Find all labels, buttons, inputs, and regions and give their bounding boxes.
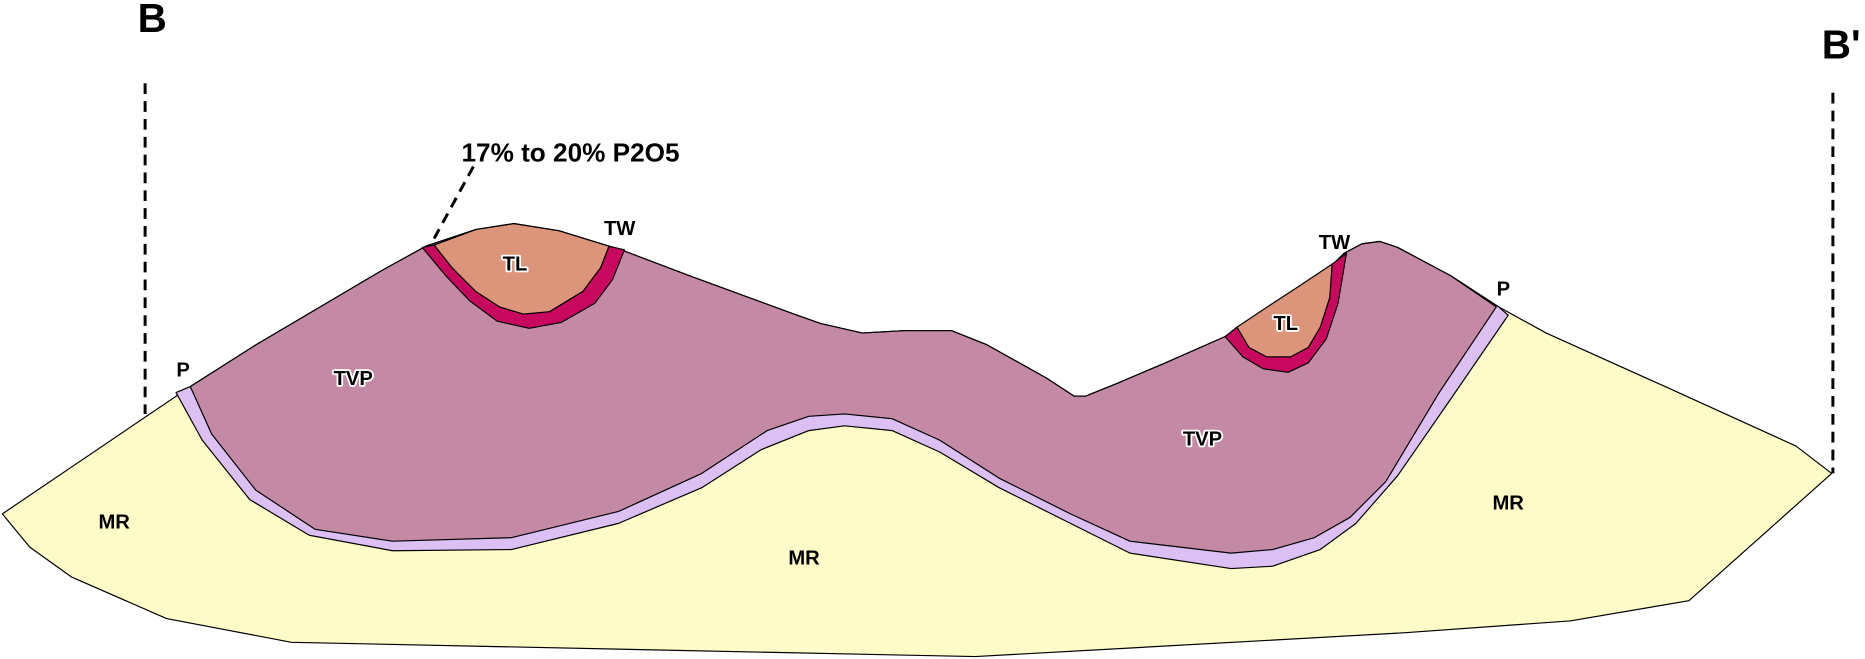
unit-label: MR xyxy=(1492,493,1524,515)
section-label: B' xyxy=(1822,21,1861,67)
unit-label: P xyxy=(1497,279,1511,301)
unit-label: MR xyxy=(788,547,820,569)
cross-section: B B' 17% to 20% P2O5 TW TL TW TL P P TVP… xyxy=(0,0,1865,659)
unit-label: TW xyxy=(604,218,636,240)
unit-label: TW xyxy=(1319,232,1351,254)
unit-label: MR xyxy=(98,512,130,534)
section-label: B xyxy=(138,0,167,41)
unit-label: TL xyxy=(1273,313,1298,335)
unit-label: P xyxy=(176,359,189,381)
unit-label: TVP xyxy=(334,368,373,390)
unit-label: TVP xyxy=(1183,428,1222,450)
annotation: 17% to 20% P2O5 xyxy=(461,138,679,168)
unit-label: TL xyxy=(503,254,528,276)
